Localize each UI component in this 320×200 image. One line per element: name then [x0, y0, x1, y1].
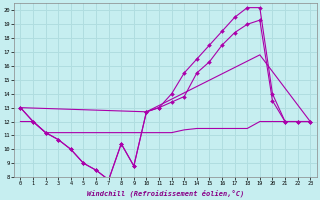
- X-axis label: Windchill (Refroidissement éolien,°C): Windchill (Refroidissement éolien,°C): [87, 189, 244, 197]
